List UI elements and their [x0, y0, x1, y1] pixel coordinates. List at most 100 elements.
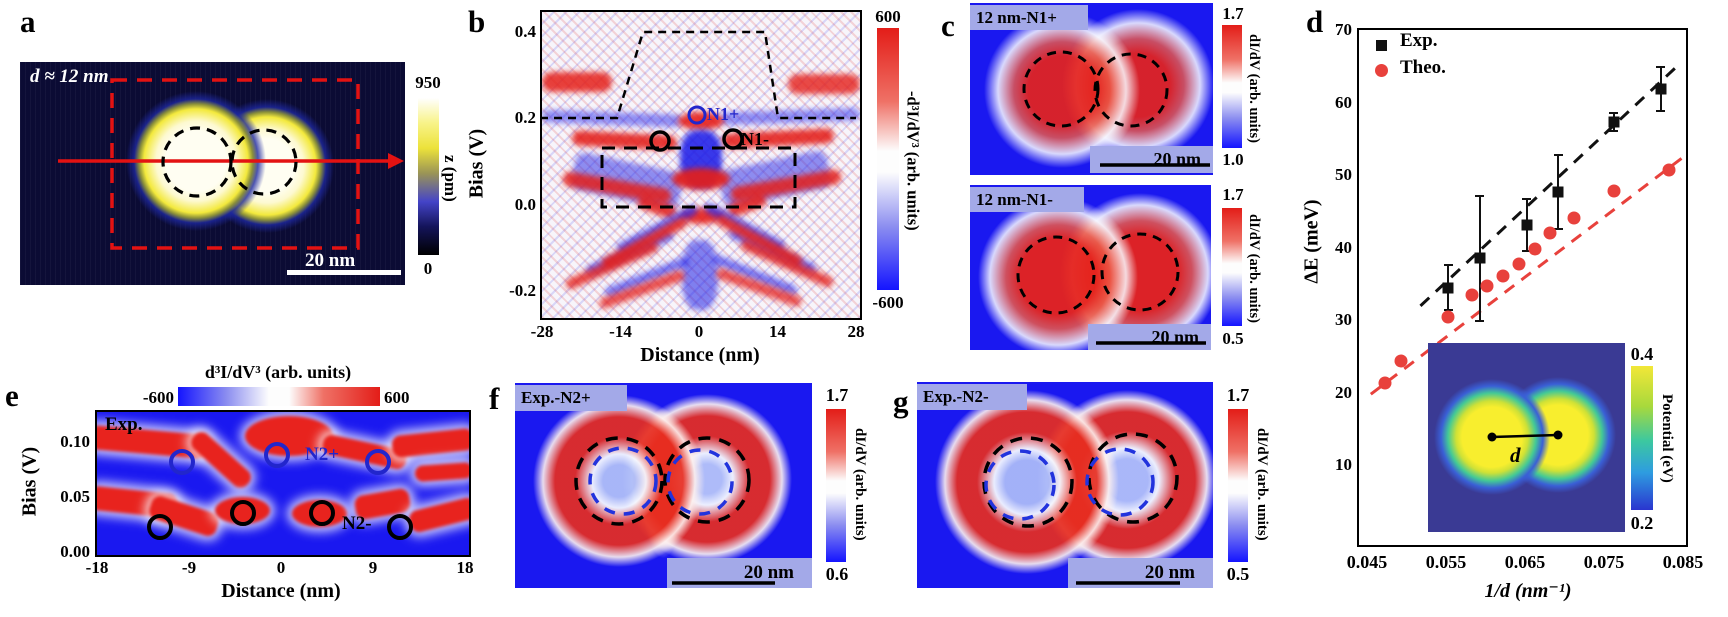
panel-c-map1-title: 12 nm-N1+: [970, 5, 1088, 30]
tick-label: -9: [181, 558, 197, 577]
tick-label: 0.0: [514, 194, 536, 214]
panel-e-colorbar-max: 600: [384, 388, 410, 407]
panel-c-colorbar2-min: 0.5: [1222, 329, 1244, 348]
tick-label: 0.10: [60, 432, 90, 451]
tick-label: 0: [276, 558, 286, 577]
panel-d-inset-colorbar-label: Potential (eV): [1658, 393, 1675, 483]
panel-b-colorbar-min: -600: [872, 293, 904, 312]
panel-f-map-n2plus: [515, 383, 812, 588]
tick-label: 60: [1335, 92, 1352, 112]
panel-g-colorbar-label: dI/dV (arb. units): [1253, 428, 1270, 541]
tick-label: 0.4: [514, 22, 536, 41]
panel-b-colorbar: [877, 28, 899, 290]
exp-data-point: [1608, 116, 1619, 128]
panel-a-topography-map: d ≈ 12 nm 20 nm: [20, 62, 405, 285]
panel-c-colorbar1-label: dI/dV (arb. units): [1246, 33, 1263, 143]
theo-data-point: [1394, 354, 1408, 368]
panel-b-y-axis-label: Bias (V): [465, 128, 488, 199]
panel-c-map2-scalebar-label: 20 nm: [1088, 324, 1211, 350]
panel-c-colorbar1-max: 1.7: [1222, 4, 1244, 23]
panel-b-letter: b: [468, 4, 486, 39]
panel-a-letter: a: [20, 4, 36, 39]
tick-label: 0: [694, 322, 704, 341]
theo-data-point: [1512, 257, 1526, 271]
tick-label: 28: [847, 322, 865, 341]
error-bar-cap: [1609, 129, 1618, 132]
theo-data-point: [1662, 163, 1676, 177]
panel-e-x-ticks: -18 -9 0 9 18: [75, 558, 485, 580]
tick-label: 40: [1335, 237, 1352, 257]
panel-d-inset-colorbar-max: 0.4: [1630, 344, 1654, 364]
tick-label: 0.05: [60, 487, 90, 506]
panel-b-spectroscopy-map: [540, 10, 862, 320]
panel-g-colorbar-max: 1.7: [1226, 385, 1250, 405]
panel-d-x-axis-label: 1/d (nm⁻¹): [1484, 580, 1572, 602]
tick-label: 0.075: [1583, 552, 1625, 572]
error-bar-cap: [1475, 319, 1485, 322]
tick-label: 18: [456, 558, 474, 577]
tick-label: 0.065: [1504, 552, 1546, 572]
tick-label: 0.045: [1346, 552, 1388, 572]
theo-data-point: [1567, 211, 1581, 225]
panel-f-colorbar: [826, 409, 846, 562]
panel-g-scalebar-label: 20 nm: [1068, 558, 1213, 588]
theo-data-point: [1441, 310, 1455, 324]
panel-f-scalebar-label: 20 nm: [667, 558, 812, 588]
panel-e-y-axis-label: Bias (V): [18, 446, 41, 517]
panel-c-letter: c: [941, 8, 955, 43]
panel-a-colorbar-min: 0: [423, 259, 433, 278]
panel-c-colorbar1: [1222, 25, 1242, 148]
theo-data-point: [1543, 226, 1557, 240]
panel-g-letter: g: [893, 384, 909, 419]
theo-data-point: [1378, 376, 1392, 390]
tick-label: 14: [769, 322, 786, 341]
panel-e-n2plus-label: N2+: [305, 444, 340, 465]
panel-e-letter: e: [5, 378, 19, 413]
panel-c-colorbar2: [1222, 208, 1242, 326]
error-bar-cap: [1443, 264, 1453, 267]
panel-b-n1minus-label: N1-: [741, 129, 769, 149]
tick-label: 0.00: [60, 542, 90, 561]
panel-d-inset-potential-map: d: [1428, 343, 1625, 532]
tick-label: 0.055: [1425, 552, 1467, 572]
panel-b-colorbar-max: 600: [875, 7, 901, 26]
error-bar-cap: [1609, 112, 1618, 115]
theo-data-point: [1480, 279, 1494, 293]
panel-e-colorbar: [178, 387, 380, 406]
panel-d-inset-colorbar: [1631, 366, 1653, 510]
panel-f-letter: f: [489, 381, 500, 416]
panel-a-colorbar-label: z (pm): [440, 154, 460, 202]
panel-g-colorbar: [1228, 409, 1248, 562]
panel-f-colorbar-max: 1.7: [825, 385, 849, 405]
panel-b-n1plus-label: N1+: [707, 104, 740, 124]
panel-d-y-ticks: 70 60 50 40 30 20 10: [1308, 20, 1352, 482]
panel-a-scalebar-label: 20 nm: [305, 250, 356, 271]
panel-b-colorbar-label: -d³I/dV³ (arb. units): [903, 91, 923, 231]
tick-label: -18: [85, 558, 109, 577]
tick-label: 30: [1335, 310, 1352, 329]
panel-c-colorbar2-max: 1.7: [1222, 185, 1244, 204]
exp-fit-line: [1419, 65, 1678, 307]
tick-label: 10: [1335, 455, 1352, 474]
panel-e-spectroscopy-map: Exp.: [95, 410, 471, 557]
panel-f-colorbar-min: 0.6: [825, 564, 849, 584]
error-bar-cap: [1443, 308, 1453, 311]
panel-b-x-axis-label: Distance (nm): [640, 344, 760, 366]
error-bar-cap: [1553, 227, 1563, 230]
theo-data-point: [1528, 242, 1542, 255]
panel-b-x-ticks: -28 -14 0 14 28: [520, 322, 880, 344]
exp-data-point: [1552, 186, 1564, 198]
panel-a-distance-annotation: d ≈ 12 nm: [30, 66, 109, 87]
panel-c-map2-title: 12 nm-N1-: [970, 187, 1084, 212]
error-bar-cap: [1522, 249, 1532, 252]
theo-data-point: [1607, 184, 1620, 198]
legend-exp-label: Exp.: [1400, 30, 1438, 51]
exp-data-point: [1474, 252, 1486, 264]
panel-a-scalebar-line: [287, 270, 401, 275]
tick-label: -14: [609, 322, 632, 341]
panel-e-x-axis-label: Distance (nm): [221, 580, 341, 602]
tick-label: 0.2: [514, 108, 536, 128]
exp-data-point: [1521, 219, 1533, 231]
panel-e-n2minus-label: N2-: [342, 513, 372, 534]
